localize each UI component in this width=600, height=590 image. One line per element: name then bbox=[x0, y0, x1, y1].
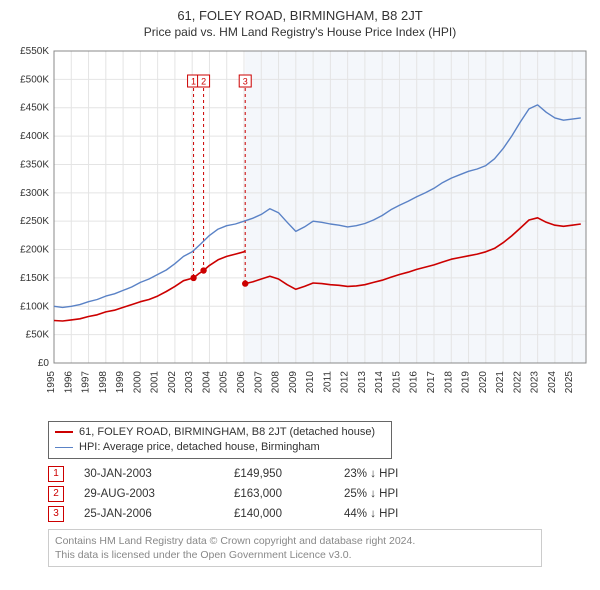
legend-row-hpi: HPI: Average price, detached house, Birm… bbox=[55, 440, 385, 455]
sale-price: £140,000 bbox=[234, 508, 344, 520]
svg-text:2010: 2010 bbox=[305, 371, 316, 394]
sale-delta: 23% ↓ HPI bbox=[344, 468, 454, 480]
attribution-line: Contains HM Land Registry data © Crown c… bbox=[55, 534, 535, 548]
sale-marker-icon: 3 bbox=[48, 506, 64, 522]
page-title: 61, FOLEY ROAD, BIRMINGHAM, B8 2JT bbox=[8, 8, 592, 23]
svg-text:£150K: £150K bbox=[20, 273, 49, 284]
legend-label-hpi: HPI: Average price, detached house, Birm… bbox=[79, 440, 320, 455]
svg-text:2023: 2023 bbox=[530, 371, 541, 394]
sale-row: 2 29-AUG-2003£163,00025% ↓ HPI bbox=[48, 485, 592, 503]
svg-text:£200K: £200K bbox=[20, 245, 49, 256]
svg-text:2017: 2017 bbox=[426, 371, 437, 394]
svg-text:2019: 2019 bbox=[461, 371, 472, 394]
svg-text:2009: 2009 bbox=[288, 371, 299, 394]
svg-text:£250K: £250K bbox=[20, 216, 49, 227]
attribution: Contains HM Land Registry data © Crown c… bbox=[48, 529, 542, 567]
svg-text:1999: 1999 bbox=[115, 371, 126, 394]
sale-date: 30-JAN-2003 bbox=[84, 468, 234, 480]
svg-text:£350K: £350K bbox=[20, 159, 49, 170]
legend: 61, FOLEY ROAD, BIRMINGHAM, B8 2JT (deta… bbox=[48, 421, 392, 459]
svg-text:2005: 2005 bbox=[219, 371, 230, 394]
svg-text:2018: 2018 bbox=[443, 371, 454, 394]
svg-text:2014: 2014 bbox=[374, 371, 385, 394]
svg-text:2003: 2003 bbox=[184, 371, 195, 394]
svg-text:2013: 2013 bbox=[357, 371, 368, 394]
attribution-line: This data is licensed under the Open Gov… bbox=[55, 548, 535, 562]
svg-text:1: 1 bbox=[191, 77, 196, 87]
svg-text:2012: 2012 bbox=[340, 371, 351, 394]
sale-row: 3 25-JAN-2006£140,00044% ↓ HPI bbox=[48, 505, 592, 523]
price-chart: £0 £50K £100K £150K £200K £250K £300K £350K £400… bbox=[8, 45, 592, 415]
svg-text:2: 2 bbox=[201, 77, 206, 87]
svg-text:£0: £0 bbox=[38, 358, 50, 369]
svg-text:2015: 2015 bbox=[391, 371, 402, 394]
chart-svg: £0 £50K £100K £150K £200K £250K £300K £350K £400… bbox=[8, 45, 592, 415]
sale-delta: 25% ↓ HPI bbox=[344, 488, 454, 500]
svg-text:£500K: £500K bbox=[20, 74, 49, 85]
sale-date: 29-AUG-2003 bbox=[84, 488, 234, 500]
svg-text:2022: 2022 bbox=[512, 371, 523, 394]
sale-price: £149,950 bbox=[234, 468, 344, 480]
chart-subtitle: Price paid vs. HM Land Registry's House … bbox=[8, 25, 592, 39]
svg-text:1998: 1998 bbox=[98, 371, 109, 394]
svg-text:2006: 2006 bbox=[236, 371, 247, 394]
sale-price: £163,000 bbox=[234, 488, 344, 500]
svg-text:2007: 2007 bbox=[253, 371, 264, 394]
svg-text:1997: 1997 bbox=[81, 371, 92, 394]
sale-row: 1 30-JAN-2003£149,95023% ↓ HPI bbox=[48, 465, 592, 483]
svg-text:1995: 1995 bbox=[46, 371, 57, 394]
svg-text:2024: 2024 bbox=[547, 371, 558, 394]
svg-text:2002: 2002 bbox=[167, 371, 178, 394]
svg-text:2001: 2001 bbox=[150, 371, 161, 394]
legend-label-property: 61, FOLEY ROAD, BIRMINGHAM, B8 2JT (deta… bbox=[79, 425, 375, 440]
legend-swatch-hpi bbox=[55, 447, 73, 448]
sale-date: 25-JAN-2006 bbox=[84, 508, 234, 520]
svg-text:£50K: £50K bbox=[26, 330, 50, 341]
sale-marker-icon: 1 bbox=[48, 466, 64, 482]
svg-text:1996: 1996 bbox=[63, 371, 74, 394]
svg-text:2004: 2004 bbox=[201, 371, 212, 394]
svg-text:2000: 2000 bbox=[132, 371, 143, 394]
legend-row-property: 61, FOLEY ROAD, BIRMINGHAM, B8 2JT (deta… bbox=[55, 425, 385, 440]
svg-text:£400K: £400K bbox=[20, 131, 49, 142]
sale-marker-icon: 2 bbox=[48, 486, 64, 502]
svg-text:£550K: £550K bbox=[20, 46, 49, 57]
svg-text:2016: 2016 bbox=[409, 371, 420, 394]
svg-text:2020: 2020 bbox=[478, 371, 489, 394]
svg-text:2025: 2025 bbox=[564, 371, 575, 394]
sales-list: 1 30-JAN-2003£149,95023% ↓ HPI 2 29-AUG-200… bbox=[8, 465, 592, 523]
svg-text:£300K: £300K bbox=[20, 188, 49, 199]
sale-delta: 44% ↓ HPI bbox=[344, 508, 454, 520]
svg-text:2021: 2021 bbox=[495, 371, 506, 394]
svg-text:£450K: £450K bbox=[20, 103, 49, 114]
legend-swatch-property bbox=[55, 431, 73, 433]
svg-text:3: 3 bbox=[243, 77, 248, 87]
svg-text:2011: 2011 bbox=[322, 371, 333, 393]
svg-text:2008: 2008 bbox=[271, 371, 282, 394]
svg-text:£100K: £100K bbox=[20, 301, 49, 312]
